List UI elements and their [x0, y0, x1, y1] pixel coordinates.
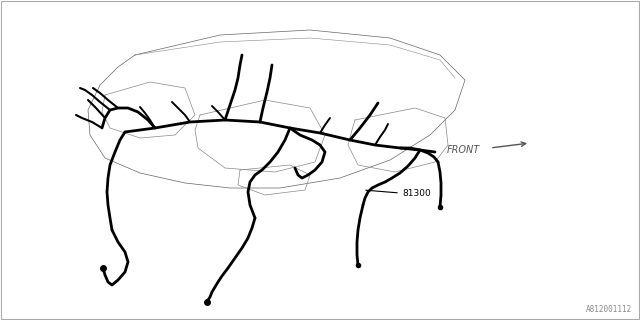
Text: A812001112: A812001112: [586, 305, 632, 314]
Text: 81300: 81300: [402, 188, 431, 197]
Text: FRONT: FRONT: [447, 145, 480, 155]
